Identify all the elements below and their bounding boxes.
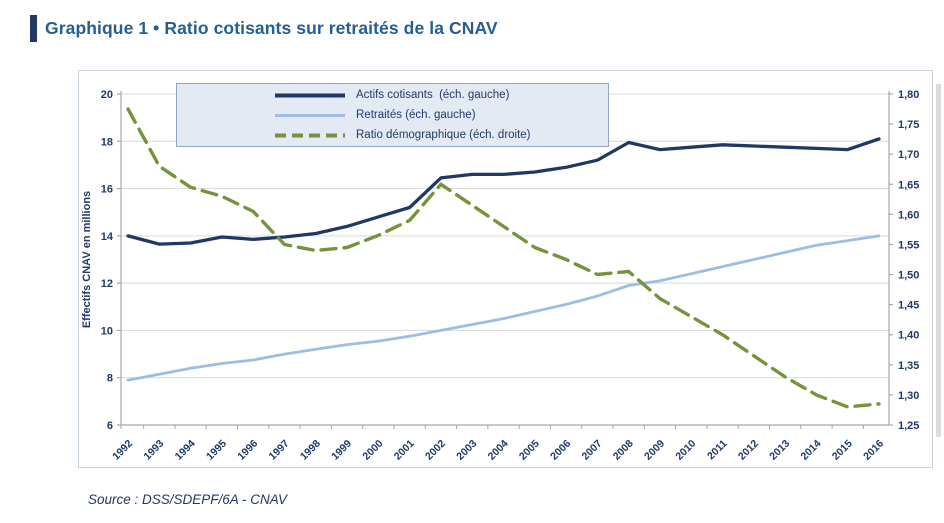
right-tick-label: 1,60 (898, 209, 919, 221)
page-title: Graphique 1 • Ratio cotisants sur retrai… (45, 18, 498, 38)
left-tick-label: 10 (101, 325, 113, 337)
legend-item-actifs-cotisants: Actifs cotisants (éch. gauche) (273, 87, 608, 104)
x-tick-label: 2005 (517, 438, 542, 463)
source-caption: Source : DSS/SDEPF/6A - CNAV (88, 492, 288, 507)
x-tick-label: 2011 (705, 438, 730, 463)
x-tick-label: 2007 (579, 438, 604, 463)
left-tick-label: 18 (101, 136, 113, 148)
right-tick-label: 1,45 (898, 300, 919, 312)
line-actifs-cotisants (126, 137, 881, 246)
x-tick-label: 2004 (486, 438, 511, 463)
x-tick-label: 1998 (298, 438, 323, 463)
x-tick-label: 1996 (235, 438, 260, 463)
left-axis-title: Effectifs CNAV en millions (81, 191, 93, 328)
x-tick-label: 1992 (110, 438, 135, 463)
title-accent-bar (30, 15, 37, 42)
x-tick-label: 2013 (767, 438, 792, 463)
right-tick-label: 1,75 (898, 119, 919, 131)
legend-label-actifs-cotisants: Actifs cotisants (éch. gauche) (356, 89, 510, 101)
x-tick-label: 1995 (204, 438, 229, 463)
x-tick-label: 2003 (454, 438, 479, 463)
left-tick-label: 8 (107, 373, 113, 385)
right-tick-label: 1,35 (898, 360, 919, 372)
left-tick-label: 6 (107, 420, 113, 432)
x-tick-label: 1997 (267, 438, 292, 463)
x-tick-label: 1993 (141, 438, 166, 463)
chart-panel: 6 8 10 12 14 16 18 20 1,25 1,30 1,35 1,40 1,45 1,50 1,… (78, 70, 933, 468)
right-tick-label: 1,70 (898, 149, 919, 161)
x-tick-label: 2001 (392, 438, 417, 463)
x-tick-label: 2010 (673, 438, 698, 463)
left-tick-label: 20 (101, 89, 113, 101)
legend-item-retraites: Retraités (éch. gauche) (273, 107, 608, 124)
right-tick-label: 1,65 (898, 179, 919, 191)
x-tick-label: 2015 (830, 438, 855, 463)
legend-label-ratio-demographique: Ratio démographique (éch. droite) (356, 129, 531, 141)
x-tick-label: 2002 (423, 438, 448, 463)
right-tick-label: 1,25 (898, 420, 919, 432)
x-tick-label: 2006 (548, 438, 573, 463)
left-tick-label: 12 (101, 278, 113, 290)
left-tick-label: 16 (101, 184, 113, 196)
left-tick-label: 14 (101, 231, 114, 243)
line-ratio-demographique (126, 107, 881, 409)
legend-item-ratio-demographique: Ratio démographique (éch. droite) (273, 127, 608, 144)
x-tick-label: 2014 (799, 438, 824, 463)
x-tick-label: 1999 (329, 438, 354, 463)
chart-legend: Actifs cotisants (éch. gauche) Retraités … (176, 83, 609, 147)
x-tick-label: 2016 (861, 438, 886, 463)
legend-swatch-retraites (275, 113, 345, 117)
legend-swatch-ratio-demographique (275, 133, 345, 137)
right-tick-label: 1,50 (898, 270, 919, 282)
series-lines (126, 107, 881, 409)
x-tick-label: 2000 (360, 438, 385, 463)
right-tick-label: 1,55 (898, 239, 919, 251)
right-tick-label: 1,40 (898, 330, 919, 342)
right-tick-label: 1,30 (898, 390, 919, 402)
panel-shadow-strip (936, 84, 941, 437)
x-tick-label: 2012 (736, 438, 761, 463)
figure-title-row: Graphique 1 • Ratio cotisants sur retrai… (30, 15, 498, 42)
right-tick-label: 1,80 (898, 89, 919, 101)
legend-swatch-actifs-cotisants (275, 93, 345, 97)
line-retraites (126, 234, 881, 382)
x-tick-label: 1994 (173, 438, 198, 463)
legend-label-retraites: Retraités (éch. gauche) (356, 109, 476, 121)
x-tick-label: 2008 (611, 438, 636, 463)
x-tick-label: 2009 (642, 438, 667, 463)
